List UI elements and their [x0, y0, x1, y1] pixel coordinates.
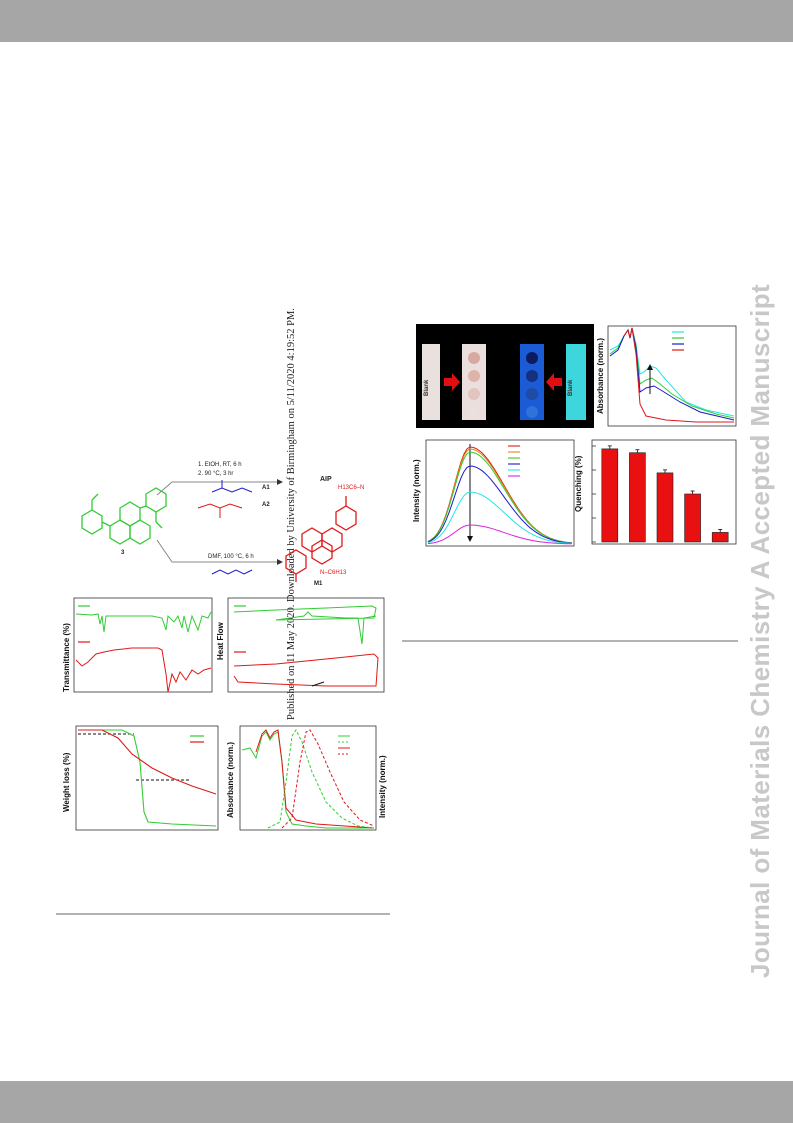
- increase-arrow-icon: [647, 364, 653, 370]
- synthesis-scheme: 1. EtOH, RT, 6 h 2. 90 °C, 3 hr AIP A1 A…: [62, 450, 392, 590]
- blank-strip-right: [566, 344, 586, 420]
- decrease-arrow-icon: [467, 536, 473, 542]
- journal-watermark: Journal of Materials Chemistry A Accepte…: [745, 283, 775, 978]
- pl-curve-5: [427, 491, 573, 544]
- abs-red-trace: [255, 729, 375, 829]
- pl-quenching-plot: [425, 439, 575, 547]
- tga-panel: Weight loss (%): [62, 722, 220, 834]
- scheme-step3: DMF, 100 °C, 6 h: [208, 554, 254, 560]
- photo-panel: Blank Blank: [416, 324, 594, 428]
- pl-quenching-panel: Intensity (norm.): [412, 438, 576, 550]
- quenching-bar-2: [629, 452, 646, 543]
- scheme-step1: 1. EtOH, RT, 6 h: [198, 462, 242, 468]
- pl-green-trace: [267, 729, 375, 829]
- quenching-bar-3: [656, 472, 674, 543]
- quenching-bar-5: [711, 532, 729, 543]
- test-strip-pink: [462, 344, 486, 420]
- tga-green-trace: [78, 729, 217, 827]
- titration-green-trace: [609, 327, 735, 419]
- ftir-plot: [73, 597, 213, 693]
- abs-pl-plot: [239, 725, 377, 831]
- pl-curve-2: [427, 448, 573, 544]
- pl-curve-1: [427, 446, 573, 544]
- quenching-bar-1: [601, 448, 619, 543]
- pl-red-trace: [281, 729, 375, 829]
- titration-blue-trace: [609, 327, 735, 421]
- scheme-compound-3: 3: [121, 550, 125, 556]
- tga-red-trace: [78, 729, 217, 795]
- compound-3-structure: [81, 487, 167, 545]
- scheme-imine-bottom: N–C6H13: [320, 570, 347, 576]
- scheme-amine-a1: A1: [262, 485, 270, 491]
- quenching-bar-panel: Quenching (%): [574, 438, 738, 550]
- pl-curve-6: [427, 524, 573, 545]
- scheme-product-m1: M1: [314, 581, 323, 587]
- ftir-panel: Transmittance (%): [62, 596, 214, 696]
- abs-titration-plot: [607, 325, 737, 427]
- quenching-bar-4: [684, 493, 701, 543]
- photo-arrows: [444, 373, 562, 391]
- scheme-amine-a2: A2: [262, 502, 270, 508]
- arrow-left-icon: [546, 373, 562, 391]
- abs-green-trace: [241, 731, 374, 829]
- scheme-imine-top: H13C6–N: [338, 485, 365, 491]
- pl-curve-4: [427, 465, 573, 544]
- dsc-green-trace: [233, 605, 377, 645]
- titration-red-trace: [623, 327, 734, 423]
- scheme-drawing: [81, 479, 357, 582]
- scheme-step2: 2. 90 °C, 3 hr: [198, 471, 234, 477]
- dsc-panel: Heat Flow: [216, 596, 386, 696]
- ftir-red-trace: [75, 647, 212, 693]
- figure-divider-right: [402, 640, 738, 642]
- ftir-green-trace: [75, 611, 212, 633]
- figure-divider-left: [56, 913, 390, 915]
- header-band: [0, 0, 793, 42]
- test-strip-blue: [520, 344, 544, 420]
- pl-curve-3: [427, 451, 573, 544]
- blank-strip-left: [422, 344, 440, 420]
- titration-cyan-trace: [609, 327, 735, 417]
- footer-band: [0, 1081, 793, 1123]
- abs-pl-panel: Absorbance (norm.) Intensity (norm.): [226, 722, 390, 834]
- m1-structure: [285, 496, 357, 582]
- scheme-product-aip: AIP: [320, 476, 332, 483]
- dsc-red-trace: [233, 653, 379, 687]
- tga-plot: [75, 725, 219, 831]
- dsc-plot: [227, 597, 385, 693]
- arrow-right-icon: [444, 373, 460, 391]
- quenching-bar-plot: [591, 439, 737, 545]
- abs-titration-panel: Absorbance (norm.): [596, 324, 738, 428]
